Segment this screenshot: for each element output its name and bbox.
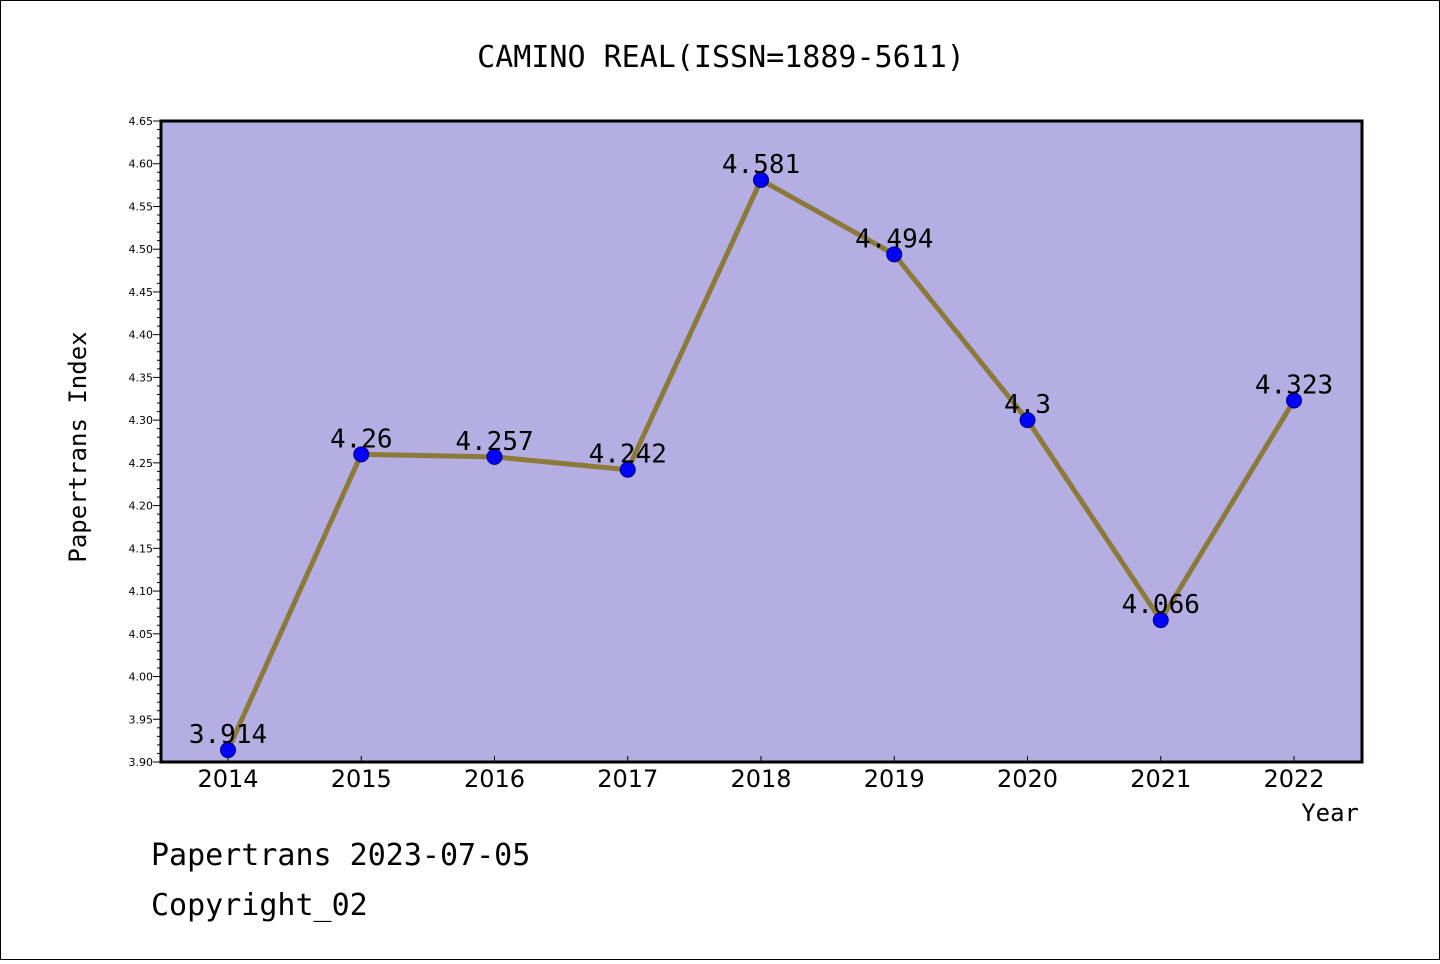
y-tick-label: 4.65 — [129, 115, 154, 128]
data-point — [486, 448, 503, 465]
data-label: 4.26 — [330, 424, 393, 454]
data-point — [753, 171, 769, 188]
data-label: 4.323 — [1255, 370, 1333, 400]
series-layer: 3.914 4.26 4.257 4.242 4.581 4.494 4.3 4.066 4.3… — [189, 150, 1333, 759]
y-tick-label: 4.50 — [129, 243, 154, 256]
y-axis: 3.90 3.95 4.00 4.05 4.10 4.15 4.20 4.25 4.30 4.35… — [129, 115, 161, 769]
x-tick-label: 2018 — [730, 765, 791, 793]
y-tick-label: 4.05 — [129, 628, 154, 641]
y-tick-label: 4.45 — [129, 286, 154, 299]
x-tick-label: 2017 — [597, 765, 658, 793]
y-tick-label: 4.35 — [129, 371, 154, 384]
data-label: 4.066 — [1122, 590, 1200, 620]
footer-copyright: Copyright_02 — [151, 888, 368, 923]
y-tick-label: 4.20 — [129, 500, 154, 513]
x-tick-label: 2014 — [197, 765, 258, 793]
x-tick-label: 2016 — [464, 765, 525, 793]
data-point — [1019, 412, 1036, 429]
x-tick-label: 2015 — [331, 765, 392, 793]
x-axis: 2014 2015 2016 2017 2018 2019 2020 2021 2022 — [197, 756, 1325, 793]
y-tick-label: 4.40 — [129, 329, 154, 342]
data-label: 4.242 — [589, 440, 667, 470]
data-label: 4.494 — [855, 224, 933, 254]
y-tick-label: 3.90 — [129, 756, 154, 769]
x-tick-label: 2021 — [1130, 765, 1191, 793]
data-point — [886, 246, 903, 263]
y-tick-label: 4.30 — [129, 414, 154, 427]
data-point — [353, 446, 370, 463]
data-label: 4.3 — [1004, 390, 1051, 420]
y-tick-label: 3.95 — [129, 713, 154, 726]
data-label: 4.257 — [455, 427, 533, 457]
x-tick-label: 2020 — [997, 765, 1058, 793]
y-tick-label: 4.15 — [129, 542, 154, 555]
x-axis-label: Year — [1301, 799, 1359, 827]
y-tick-label: 4.60 — [129, 158, 154, 171]
y-tick-label: 4.10 — [129, 585, 154, 598]
x-tick-label: 2019 — [864, 765, 925, 793]
plot-area — [159, 119, 1364, 764]
y-tick-label: 4.00 — [129, 671, 154, 684]
data-label: 3.914 — [189, 720, 267, 750]
y-tick-label: 4.55 — [129, 200, 154, 213]
footer-date: Papertrans 2023-07-05 — [151, 838, 530, 873]
data-point — [1152, 612, 1169, 629]
y-axis-label: Papertrans Index — [64, 331, 92, 562]
data-point — [619, 461, 636, 478]
data-label: 4.581 — [722, 150, 800, 180]
data-point — [220, 742, 236, 759]
y-tick-label: 4.25 — [129, 457, 154, 470]
data-point — [1286, 392, 1302, 409]
chart-title: CAMINO REAL(ISSN=1889-5611) — [477, 40, 965, 75]
x-tick-label: 2022 — [1263, 765, 1324, 793]
